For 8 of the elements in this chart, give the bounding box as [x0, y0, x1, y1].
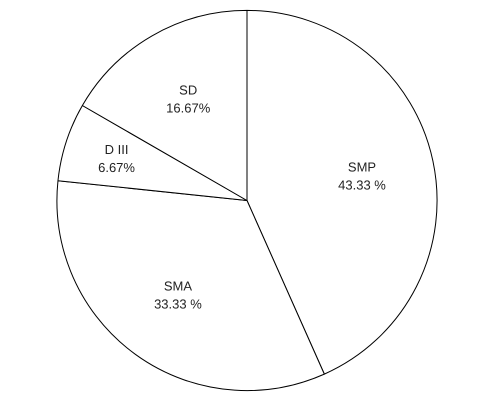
data-label: 16.67%	[166, 100, 211, 116]
data-label: 6.67%	[98, 160, 136, 175]
slice-label: SMA	[164, 278, 192, 294]
data-label: 33.33 %	[154, 296, 202, 312]
slice-label: D III	[104, 142, 128, 157]
slice-label: SMP	[348, 160, 376, 175]
data-label: 43.33 %	[338, 178, 386, 193]
slice-label: SD	[179, 82, 198, 98]
